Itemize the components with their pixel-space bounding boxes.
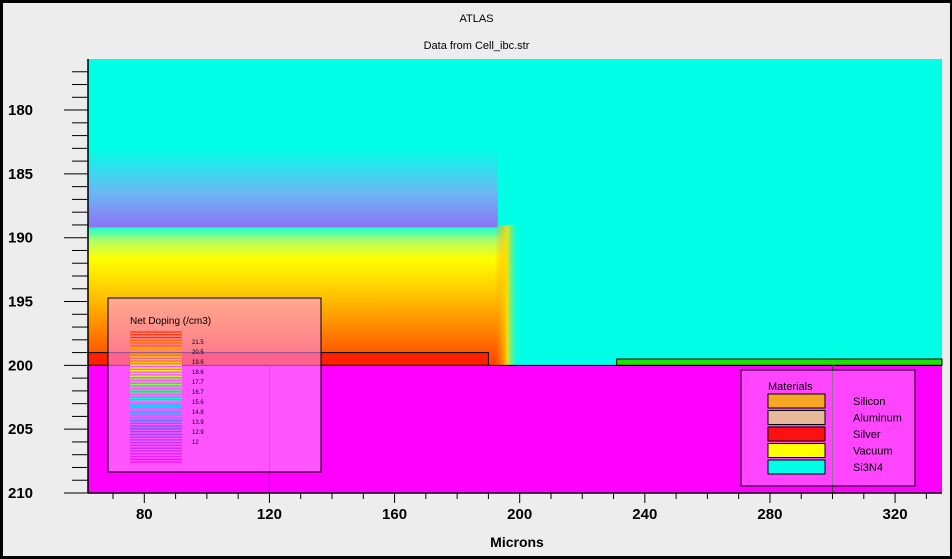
colorbar-legend: Net Doping (/cm3) 21.5 20.5 19.6 18.6 17.7 16… xyxy=(107,297,322,473)
colorbar-level-label: 17.7 xyxy=(192,380,204,386)
colorbar-level-label: 21.5 xyxy=(192,340,204,346)
materials-legend: Materials Silicon Aluminum Silver Vacuum Si3… xyxy=(740,369,916,487)
chart-title: ATLAS xyxy=(459,13,494,25)
y-tick-label: 190 xyxy=(8,230,33,247)
x-tick-label: 200 xyxy=(507,506,532,523)
y-tick-label: 205 xyxy=(8,421,33,438)
axes-layer: 180 185 190 195 200 205 210 80 120 160 200 240 280 32… xyxy=(8,59,942,523)
x-tick-label: 280 xyxy=(757,506,782,523)
colorbar-level-label: 14.8 xyxy=(192,410,204,416)
y-tick-label: 185 xyxy=(8,166,33,183)
y-tick-label: 195 xyxy=(8,294,33,311)
colorbar-level-label: 16.7 xyxy=(192,390,204,396)
y-tick-label: 180 xyxy=(8,102,33,119)
material-swatch xyxy=(767,410,826,425)
colorbar-level-label: 19.6 xyxy=(192,360,204,366)
colorbar-title: Net Doping (/cm3) xyxy=(130,316,211,327)
material-swatch xyxy=(767,426,826,442)
x-tick-label: 160 xyxy=(382,506,407,523)
materials-title: Materials xyxy=(768,381,813,393)
doping-edge xyxy=(494,224,520,366)
x-axis-label: Microns xyxy=(490,534,544,550)
chart-subtitle: Data from Cell_ibc.str xyxy=(423,40,530,52)
material-swatch xyxy=(767,393,826,409)
x-tick-label: 320 xyxy=(883,506,908,523)
material-label: Silver xyxy=(853,429,881,441)
material-swatch xyxy=(767,459,826,475)
colorbar-level-label: 13.9 xyxy=(192,420,204,426)
colorbar-level-label: 12 xyxy=(192,440,199,446)
colorbar-level-label: 18.6 xyxy=(192,370,204,376)
material-label: Aluminum xyxy=(853,413,902,425)
y-tick-label: 210 xyxy=(8,485,33,502)
x-tick-label: 240 xyxy=(632,506,657,523)
colorbar-level-label: 12.9 xyxy=(192,430,204,436)
colorbar-level-label: 20.5 xyxy=(192,350,204,356)
material-label: Vacuum xyxy=(853,446,893,458)
colorbar-level-label: 15.6 xyxy=(192,400,204,406)
y-tick-label: 200 xyxy=(8,357,33,374)
material-swatch xyxy=(767,443,826,458)
material-label: Silicon xyxy=(853,396,885,408)
doping-fade xyxy=(88,148,498,228)
material-label: Si3N4 xyxy=(853,462,883,474)
region-contact-right xyxy=(616,358,943,366)
x-tick-label: 120 xyxy=(257,506,282,523)
x-tick-label: 80 xyxy=(136,506,153,523)
